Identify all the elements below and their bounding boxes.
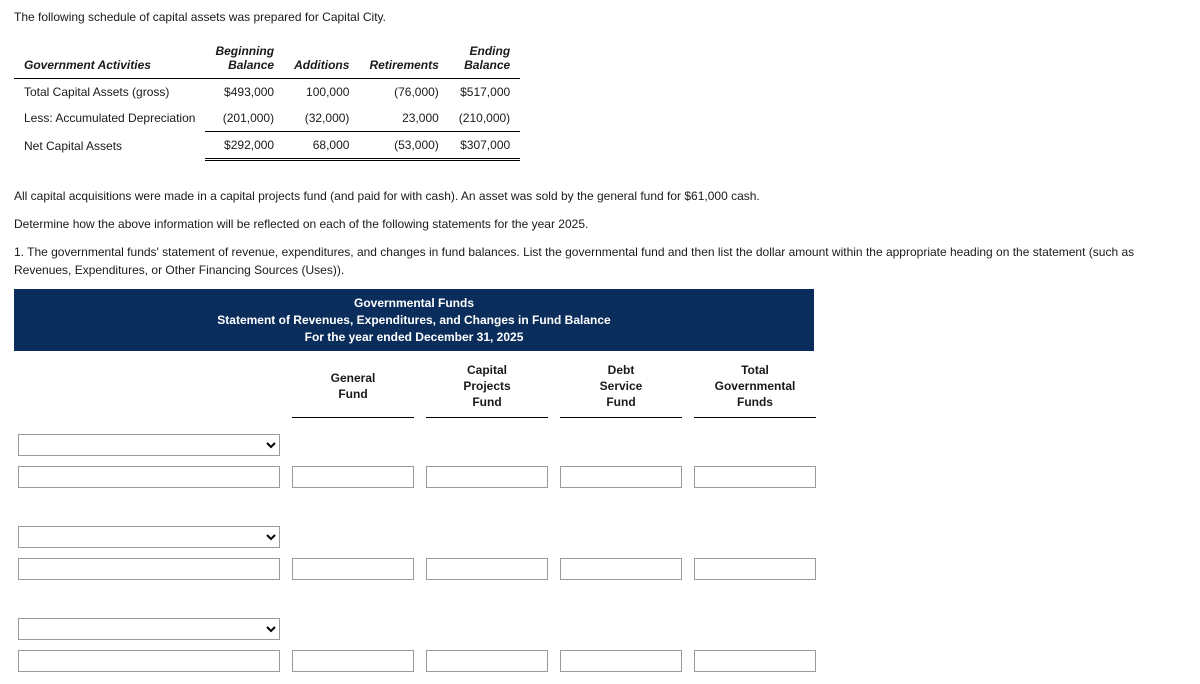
- statement-header-line1: Governmental Funds: [14, 295, 814, 312]
- col-general-fund: General Fund: [288, 357, 418, 418]
- col-total-governmental-funds: Total Governmental Funds: [690, 357, 820, 418]
- cell: (201,000): [205, 105, 284, 132]
- table-row: Less: Accumulated Depreciation (201,000)…: [14, 105, 520, 132]
- capital-assets-schedule: Government Activities Beginning Balance …: [14, 38, 520, 161]
- table-row: Total Capital Assets (gross) $493,000 10…: [14, 79, 520, 106]
- label-input-2[interactable]: [18, 558, 280, 580]
- category-select-3[interactable]: [18, 618, 280, 640]
- cell: (32,000): [284, 105, 359, 132]
- general-fund-input-1[interactable]: [292, 466, 414, 488]
- statement-block: Governmental Funds Statement of Revenues…: [14, 289, 814, 674]
- general-fund-input-3[interactable]: [292, 650, 414, 672]
- table-row: Net Capital Assets $292,000 68,000 (53,0…: [14, 132, 520, 160]
- statement-header: Governmental Funds Statement of Revenues…: [14, 289, 814, 351]
- debt-service-input-1[interactable]: [560, 466, 682, 488]
- col-additions: Additions: [284, 38, 359, 79]
- cell: $493,000: [205, 79, 284, 106]
- row-label: Net Capital Assets: [14, 132, 205, 160]
- paragraph-2: Determine how the above information will…: [14, 215, 1186, 233]
- capital-projects-input-2[interactable]: [426, 558, 548, 580]
- label-input-1[interactable]: [18, 466, 280, 488]
- label-input-3[interactable]: [18, 650, 280, 672]
- cell: 68,000: [284, 132, 359, 160]
- statement-header-line2: Statement of Revenues, Expenditures, and…: [14, 312, 814, 329]
- cell: 100,000: [284, 79, 359, 106]
- category-select-1[interactable]: [18, 434, 280, 456]
- cell: (53,000): [359, 132, 448, 160]
- total-funds-input-2[interactable]: [694, 558, 816, 580]
- col-activities: Government Activities: [14, 38, 205, 79]
- col-debt-service-fund: Debt Service Fund: [556, 357, 686, 418]
- col-blank: [14, 357, 284, 418]
- column-headers: General Fund Capital Projects Fund Debt …: [14, 357, 814, 418]
- category-select-2[interactable]: [18, 526, 280, 548]
- col-retirements: Retirements: [359, 38, 448, 79]
- cell: (210,000): [449, 105, 520, 132]
- cell: $307,000: [449, 132, 520, 160]
- col-beginning: Beginning Balance: [205, 38, 284, 79]
- col-ending: Ending Balance: [449, 38, 520, 79]
- cell: 23,000: [359, 105, 448, 132]
- col-capital-projects-fund: Capital Projects Fund: [422, 357, 552, 418]
- paragraph-1: All capital acquisitions were made in a …: [14, 187, 1186, 205]
- debt-service-input-2[interactable]: [560, 558, 682, 580]
- row-label: Less: Accumulated Depreciation: [14, 105, 205, 132]
- paragraph-3: 1. The governmental funds' statement of …: [14, 243, 1186, 279]
- debt-service-input-3[interactable]: [560, 650, 682, 672]
- cell: $517,000: [449, 79, 520, 106]
- total-funds-input-3[interactable]: [694, 650, 816, 672]
- capital-projects-input-1[interactable]: [426, 466, 548, 488]
- cell: (76,000): [359, 79, 448, 106]
- general-fund-input-2[interactable]: [292, 558, 414, 580]
- capital-projects-input-3[interactable]: [426, 650, 548, 672]
- row-label: Total Capital Assets (gross): [14, 79, 205, 106]
- intro-text: The following schedule of capital assets…: [14, 10, 1186, 24]
- total-funds-input-1[interactable]: [694, 466, 816, 488]
- cell: $292,000: [205, 132, 284, 160]
- statement-header-line3: For the year ended December 31, 2025: [14, 329, 814, 346]
